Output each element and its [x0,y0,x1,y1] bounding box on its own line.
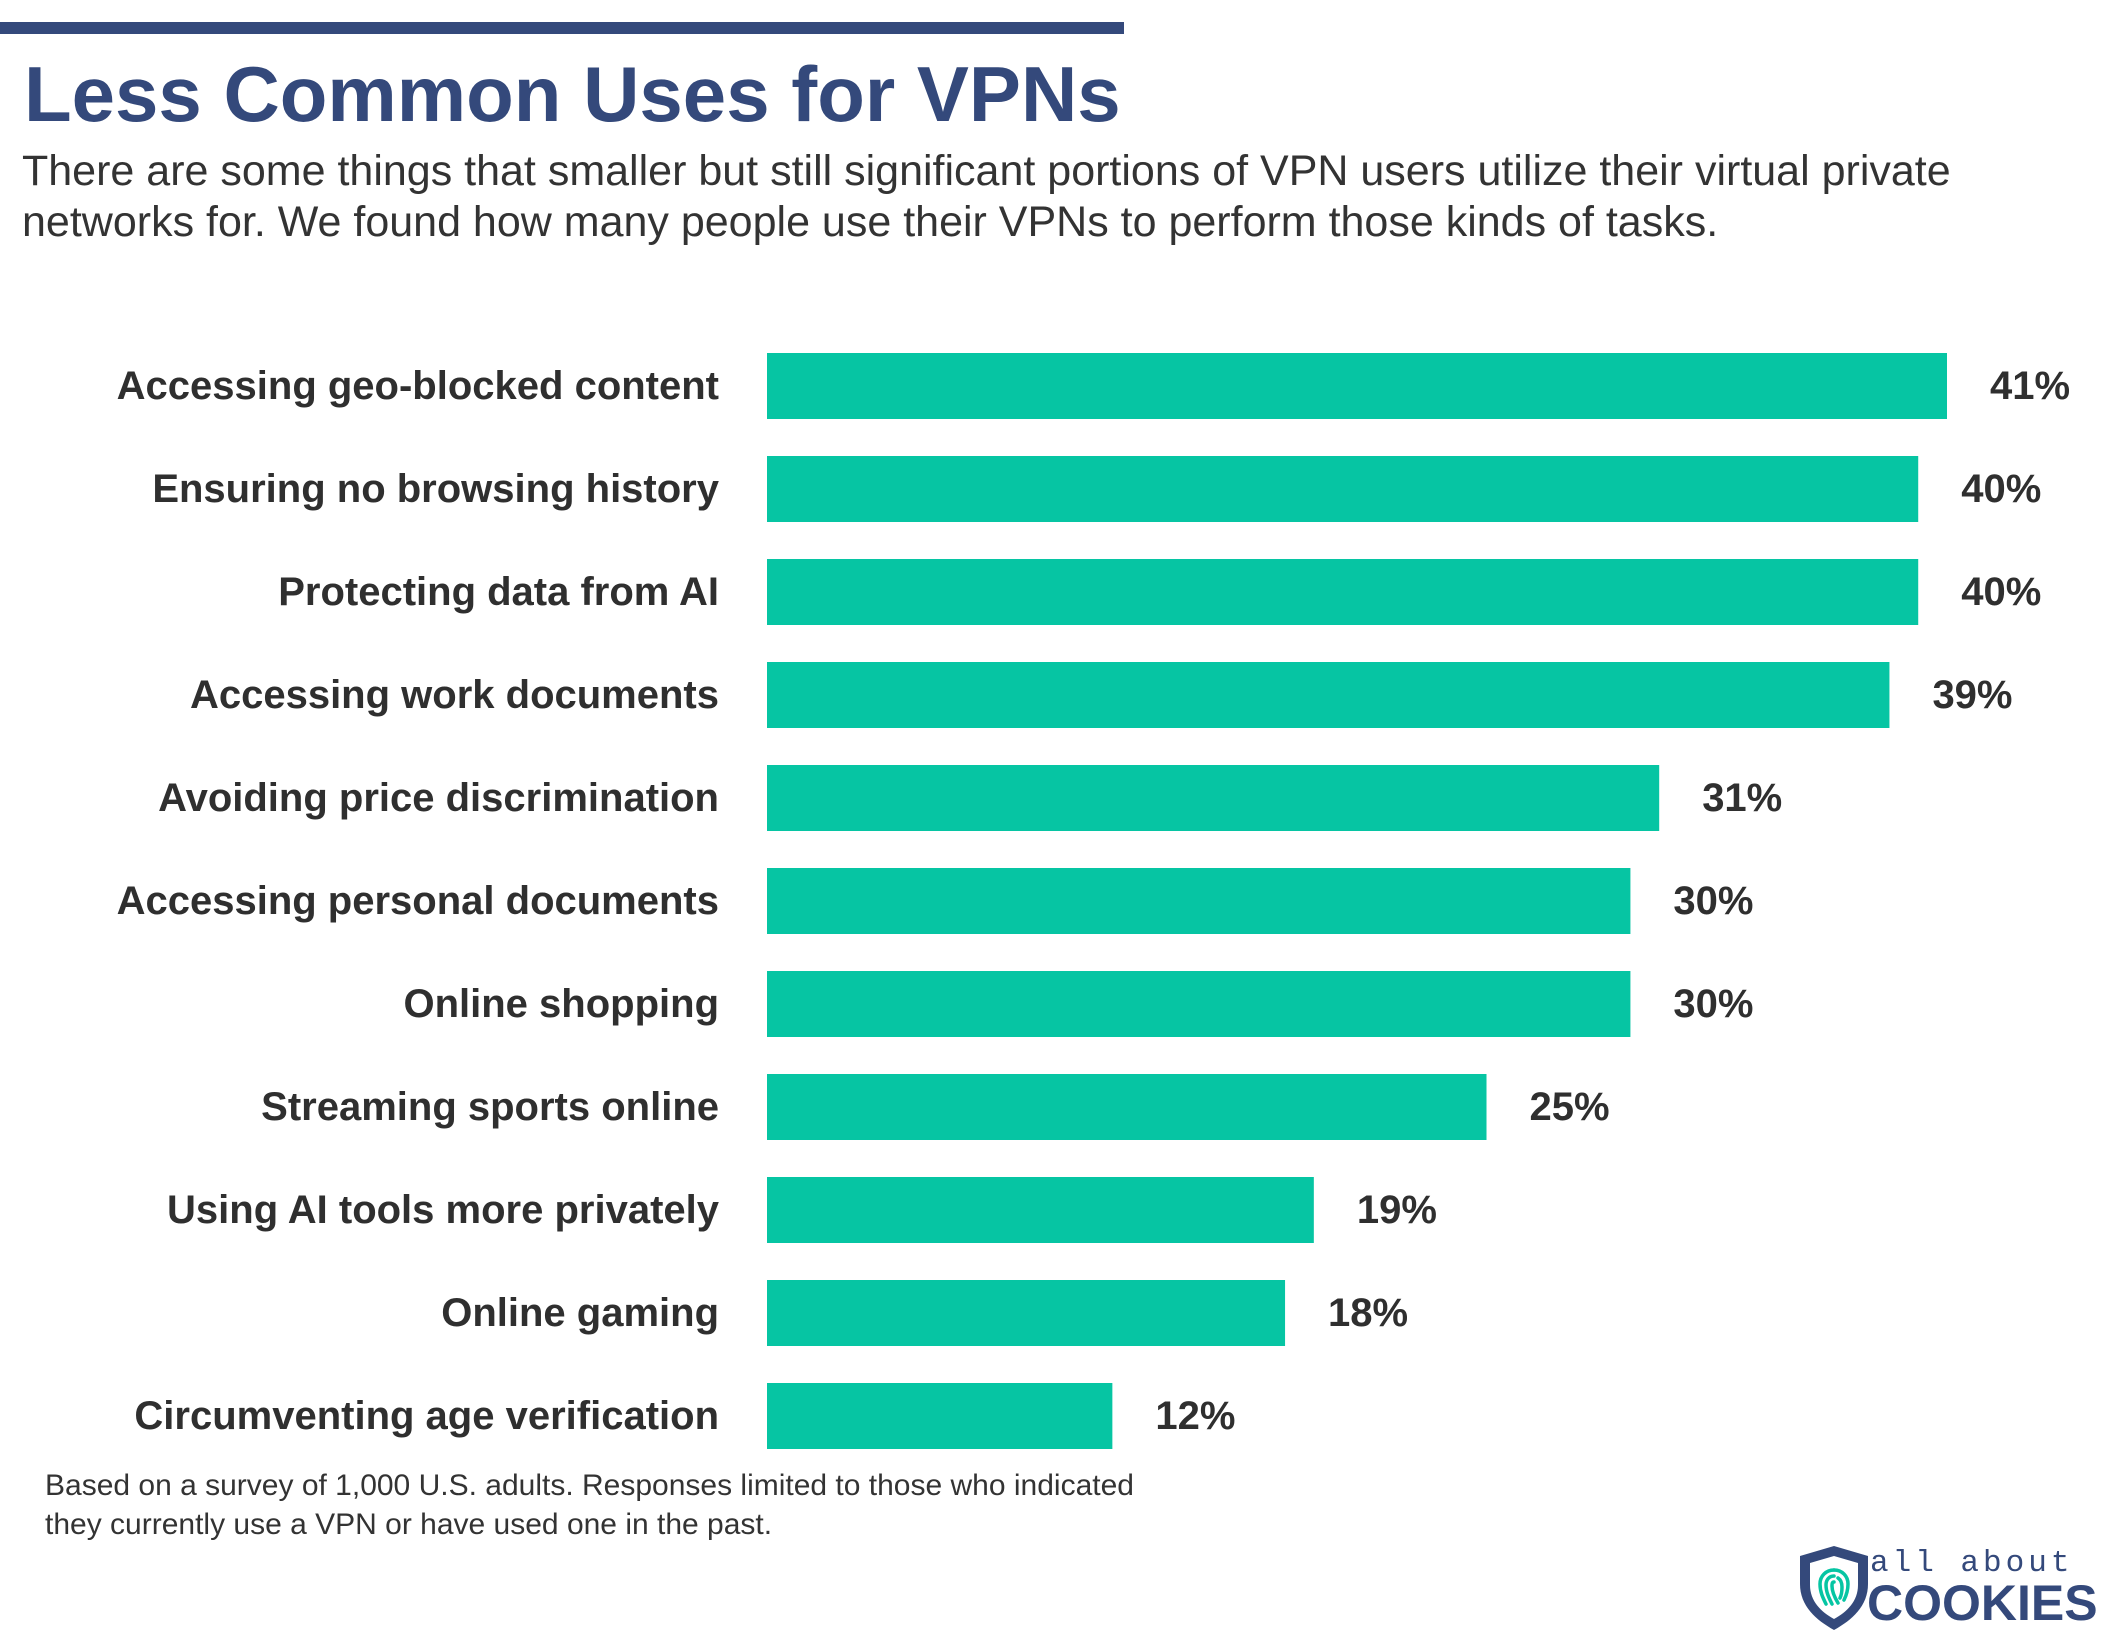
bar [767,559,1919,625]
value-label: 39% [1932,673,2012,717]
page-title: Less Common Uses for VPNs [24,50,1121,138]
category-label: Protecting data from AI [278,570,719,614]
bar [767,765,1660,831]
bar [767,1074,1487,1140]
category-label: Accessing geo-blocked content [117,364,719,408]
bar [767,1177,1314,1243]
shield-fingerprint-icon [1800,1546,1868,1630]
value-label: 19% [1357,1188,1437,1232]
category-label: Avoiding price discrimination [158,776,719,820]
category-label: Using AI tools more privately [167,1188,720,1232]
value-label: 41% [1990,364,2070,408]
value-label: 30% [1673,879,1753,923]
bar [767,353,1947,419]
value-label: 18% [1328,1291,1408,1335]
logo [1800,1546,1868,1630]
value-label: 12% [1155,1394,1235,1438]
category-label: Ensuring no browsing history [152,467,719,511]
value-label: 40% [1961,467,2041,511]
bar [767,971,1631,1037]
category-label: Accessing work documents [190,673,719,717]
footnote: Based on a survey of 1,000 U.S. adults. … [45,1469,1134,1541]
category-label: Accessing personal documents [117,879,719,923]
value-label: 31% [1702,776,1782,820]
bar [767,1280,1286,1346]
value-label: 40% [1961,570,2041,614]
value-label: 30% [1673,982,1753,1026]
logo-small-text: all about [1870,1546,2074,1581]
bar [767,662,1890,728]
category-label: Online gaming [441,1291,719,1335]
bar-chart: Accessing geo-blocked content 41% Ensuring… [117,353,2070,1449]
top-accent-rule [0,22,1124,34]
logo-big-text: COOKIES [1867,1575,2098,1631]
page-subtitle: There are some things that smaller but s… [22,147,1951,246]
category-label: Circumventing age verification [134,1394,719,1438]
bar [767,868,1631,934]
category-label: Online shopping [403,982,719,1026]
bar [767,456,1919,522]
bar [767,1383,1113,1449]
value-label: 25% [1530,1085,1610,1129]
category-label: Streaming sports online [261,1085,719,1129]
